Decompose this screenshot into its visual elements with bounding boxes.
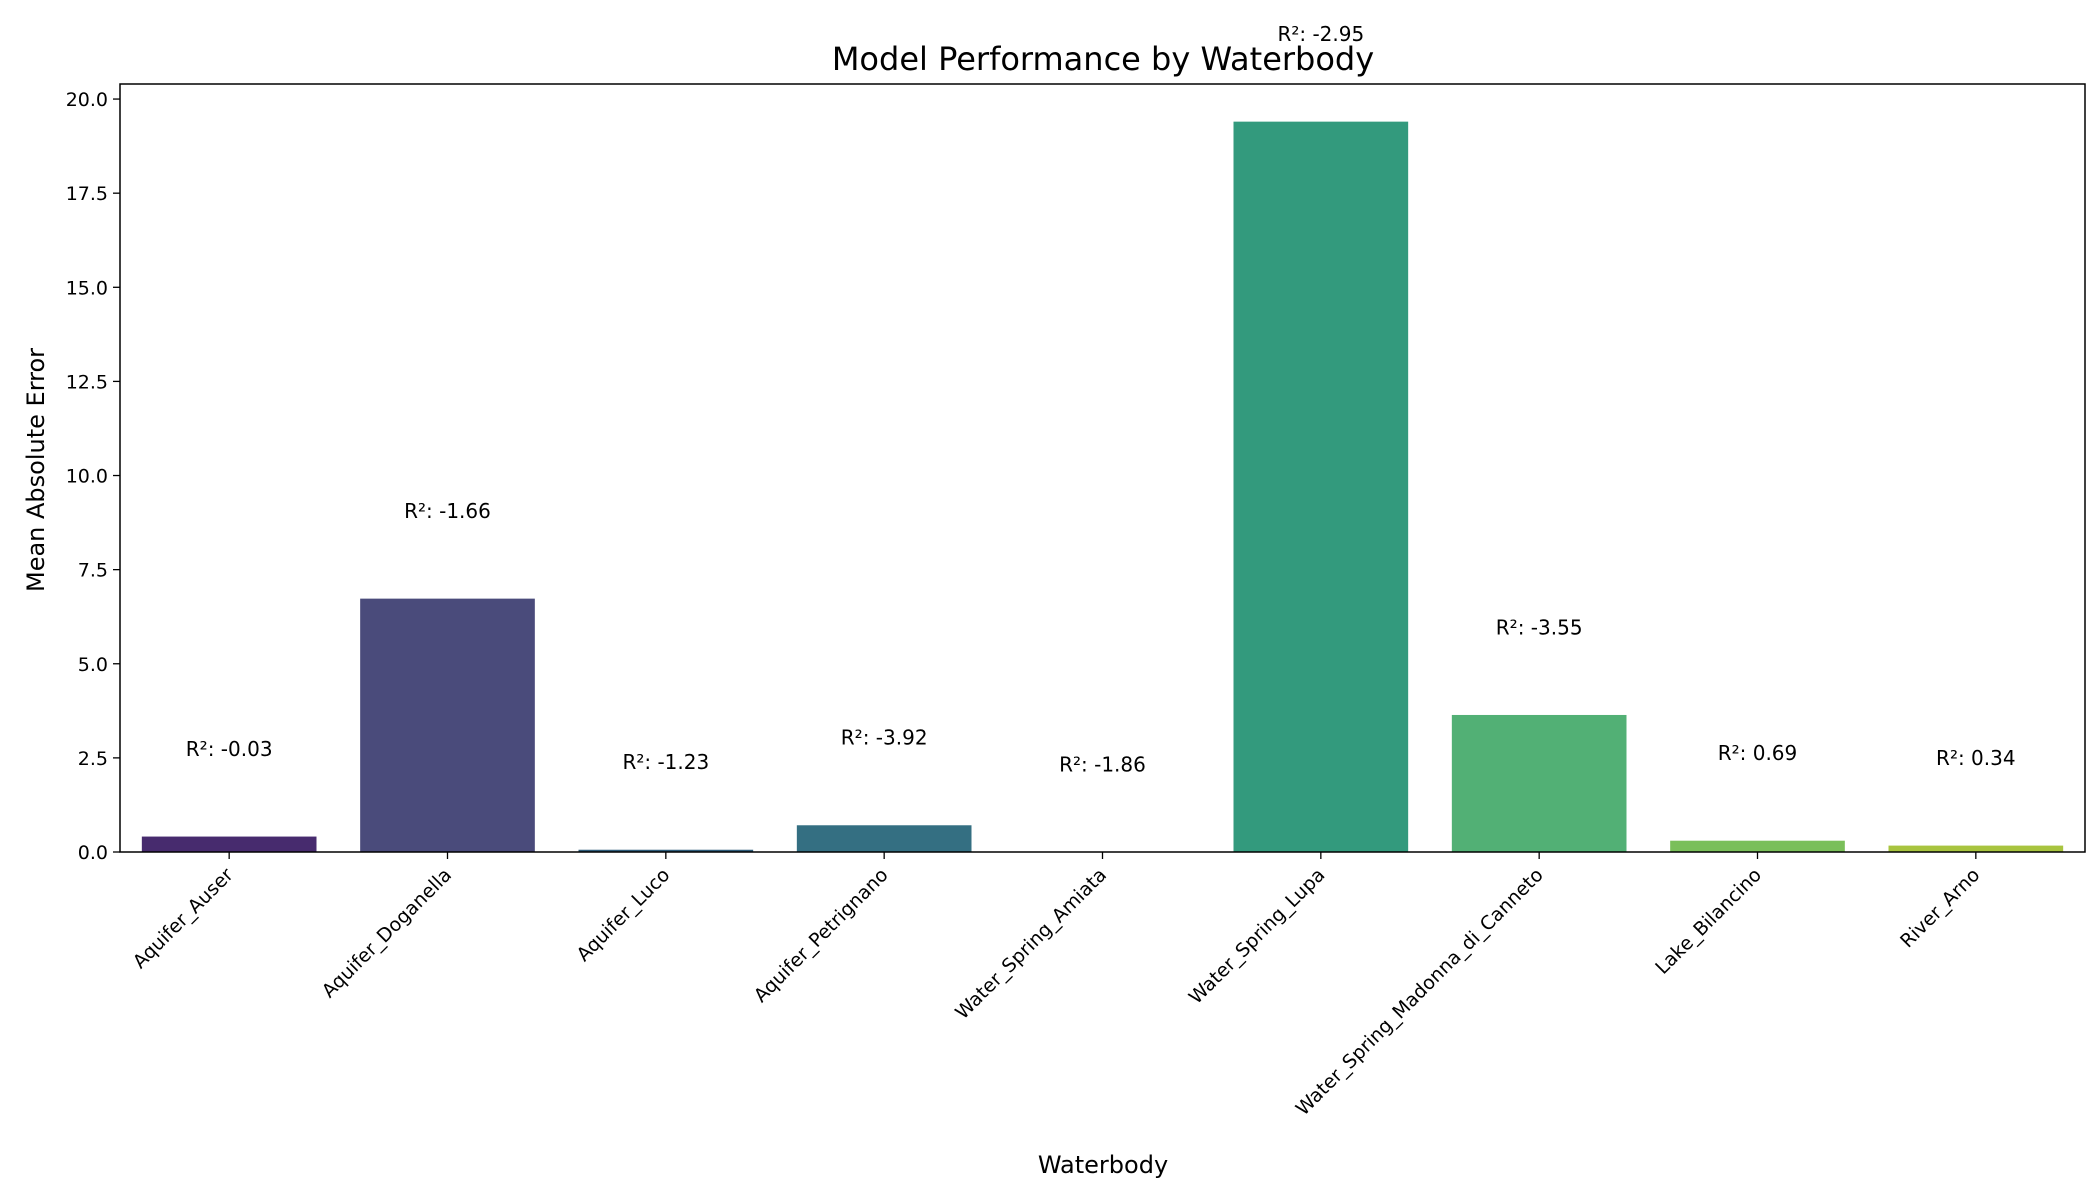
x-tick-label: Aquifer_Doganella [318,864,456,1002]
bar-8 [1888,845,2064,852]
chart-title: Model Performance by Waterbody [832,40,1374,78]
bar-1 [360,598,535,852]
y-tick-label: 15.0 [66,277,108,299]
y-tick-label: 5.0 [78,654,108,676]
x-tick-label: Water_Spring_Amiata [951,864,1111,1024]
bar-5 [1233,121,1409,853]
y-axis-label: Mean Absolute Error [22,348,50,592]
r2-annotation: R²: 0.69 [1718,741,1798,765]
bars [141,121,2064,853]
bar-annotations: R²: -0.03 R²: -1.66 R²: -1.23 R²: -3.92 R²: … [186,22,2016,776]
r2-annotation: R²: -1.86 [1059,752,1146,776]
y-axis: 0.0 2.5 5.0 7.5 10.0 12.5 15.0 17.5 20.0 [66,89,120,864]
r2-annotation: R²: -2.95 [1277,22,1364,46]
x-tick-label: Lake_Bilancino [1651,864,1766,979]
y-tick-label: 2.5 [78,748,108,770]
r2-annotation: R²: -3.92 [841,726,928,750]
x-tick-label: Water_Spring_Madonna_di_Canneto [1292,864,1548,1120]
y-tick-label: 12.5 [66,371,108,393]
x-tick-label: River_Arno [1896,864,1984,952]
bar-6 [1451,714,1627,852]
x-axis: Aquifer_Auser Aquifer_Doganella Aquifer_Lu… [129,852,1984,1120]
y-tick-label: 10.0 [66,466,108,488]
r2-annotation: R²: 0.34 [1936,746,2016,770]
r2-annotation: R²: -0.03 [186,737,273,761]
bar-3 [796,825,972,852]
y-tick-label: 17.5 [66,183,108,205]
bar-7 [1670,840,1845,852]
x-axis-label: Waterbody [1038,1151,1168,1179]
y-tick-label: 0.0 [78,842,108,864]
x-tick-label: Aquifer_Luco [572,864,674,966]
x-tick-label: Aquifer_Petrignano [750,864,893,1007]
x-tick-label: Water_Spring_Lupa [1185,864,1330,1009]
bar-2 [578,849,754,852]
y-tick-label: 7.5 [78,560,108,582]
r2-annotation: R²: -1.23 [622,750,709,774]
r2-annotation: R²: -1.66 [404,499,491,523]
x-tick-label: Aquifer_Auser [129,864,238,973]
bar-0 [141,836,317,852]
y-tick-label: 20.0 [66,89,108,111]
r2-annotation: R²: -3.55 [1496,615,1583,639]
